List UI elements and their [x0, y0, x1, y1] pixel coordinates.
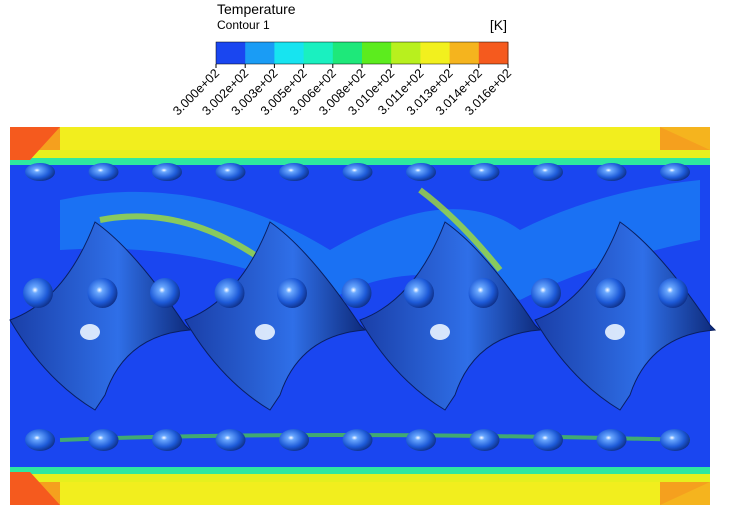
bottom-ball: [469, 429, 500, 451]
top-ball: [25, 163, 55, 181]
mid-ball: [595, 278, 626, 308]
mid-ball: [150, 278, 180, 308]
colorbar-band: [332, 42, 363, 64]
colorbar-band: [216, 42, 246, 64]
mid-ball: [87, 278, 118, 308]
screw-highlight: [80, 324, 100, 340]
bottom-ball: [342, 429, 373, 451]
screw-highlight: [430, 324, 450, 340]
mid-ball: [341, 278, 372, 308]
mid-ball: [531, 278, 561, 308]
colorbar: [215, 41, 509, 65]
colorbar-band: [274, 42, 305, 64]
colorbar-band: [303, 42, 334, 64]
legend-title: Temperature: [217, 1, 296, 17]
bottom-ball: [660, 429, 690, 451]
bottom-ball: [279, 429, 309, 451]
bottom-ball: [88, 429, 119, 451]
colorbar-band: [449, 42, 480, 64]
colorbar-band: [362, 42, 392, 64]
top-ball: [660, 163, 690, 181]
legend-subtitle: Contour 1: [217, 18, 270, 32]
top-ball: [533, 163, 563, 181]
top-ball: [342, 163, 373, 181]
top-ball: [152, 163, 182, 181]
bottom-ball: [152, 429, 182, 451]
mid-ball: [658, 278, 688, 308]
colorbar-band: [420, 42, 451, 64]
screw-highlight: [255, 324, 275, 340]
mid-ball: [404, 278, 434, 308]
top-ball: [406, 163, 436, 181]
bottom-ball: [215, 429, 246, 451]
bottom-ball: [406, 429, 436, 451]
colorbar-band: [391, 42, 421, 64]
mid-ball: [277, 278, 307, 308]
top-ball: [596, 163, 627, 181]
bottom-ball: [25, 429, 55, 451]
colorbar-band: [245, 42, 275, 64]
mid-ball: [468, 278, 499, 308]
top-ball: [215, 163, 246, 181]
top-ball: [469, 163, 500, 181]
top-ball: [88, 163, 119, 181]
screw-flight: [184, 221, 367, 411]
legend-unit: [K]: [490, 17, 507, 33]
colorbar-band: [478, 42, 509, 64]
bottom-ball: [596, 429, 627, 451]
screw-highlight: [605, 324, 625, 340]
top-ball: [279, 163, 309, 181]
colorbar-labels: 3.000e+023.002e+023.003e+023.005e+023.00…: [170, 64, 514, 118]
bottom-ball: [533, 429, 563, 451]
screw-flight: [359, 221, 542, 411]
flow-field: [9, 127, 717, 505]
mid-ball: [23, 278, 53, 308]
mid-ball: [214, 278, 245, 308]
